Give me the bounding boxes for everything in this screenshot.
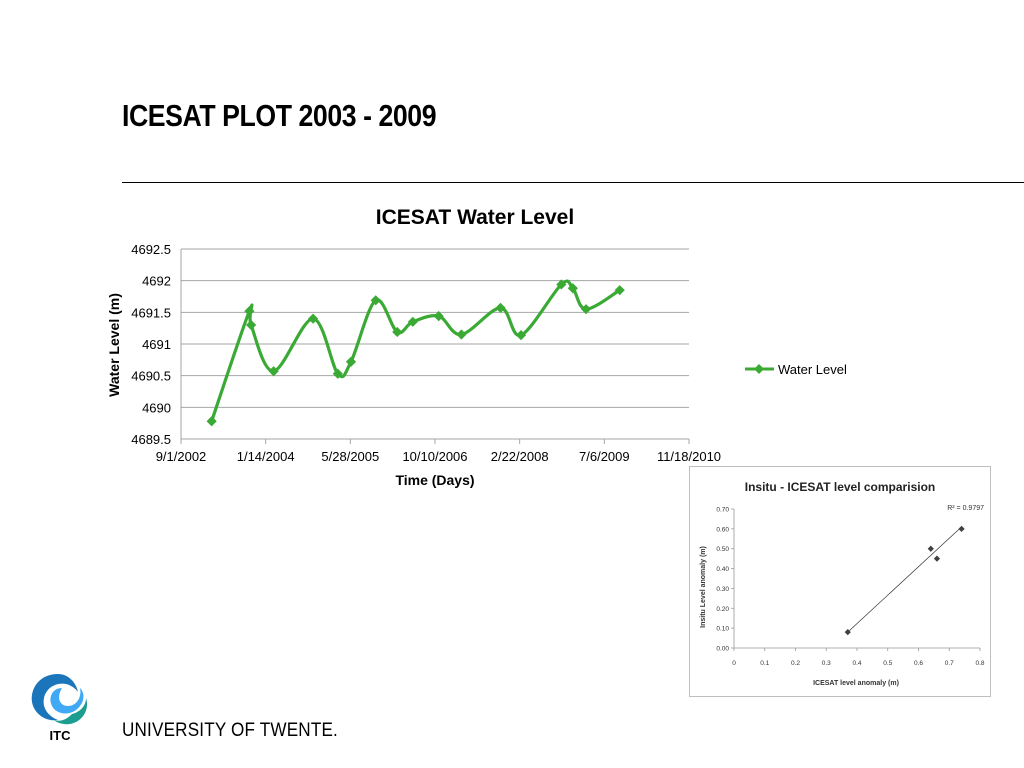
x-tick-label: 2/22/2008 xyxy=(491,449,549,464)
inset-y-tick-label: 0.10 xyxy=(716,626,729,633)
data-point xyxy=(246,319,257,331)
inset-x-tick-label: 0.2 xyxy=(791,660,800,667)
data-point xyxy=(332,368,343,379)
legend: Water Level xyxy=(745,362,847,377)
inset-y-tick-label: 0.20 xyxy=(716,606,729,613)
inset-axes xyxy=(733,509,980,649)
title-divider xyxy=(122,182,1024,183)
insitu-scatter-chart: Insitu - ICESAT level comparision R² = 0… xyxy=(700,480,985,687)
y-tick-label: 4690.5 xyxy=(131,369,171,384)
logo-swirl-teal xyxy=(54,698,88,725)
inset-x-tick-label: 0.7 xyxy=(945,660,954,667)
data-point xyxy=(392,326,403,338)
inset-data-point xyxy=(958,525,965,532)
data-point xyxy=(407,316,418,327)
y-tick-label: 4692 xyxy=(142,274,171,289)
data-point xyxy=(556,279,567,290)
inset-x-tick-labels: 0 0.1 0.2 0.3 0.4 0.5 0.6 0.7 0.8 xyxy=(732,648,985,667)
inset-y-axis-label: Insitu Level anomaly (m) xyxy=(700,546,707,628)
university-name: UNIVERSITY OF TWENTE. xyxy=(122,720,338,741)
inset-x-axis-label: ICESAT level anomaly (m) xyxy=(813,680,899,687)
inset-trendline xyxy=(847,526,962,633)
y-tick-label: 4690 xyxy=(142,400,171,415)
data-point xyxy=(345,356,357,367)
data-point xyxy=(244,305,255,317)
x-tick-label: 1/14/2004 xyxy=(237,449,295,464)
series-line xyxy=(210,279,621,422)
legend-marker xyxy=(754,364,764,374)
x-tick-labels: 9/1/2002 1/14/2004 5/28/2005 10/10/2006 2/22… xyxy=(156,439,721,464)
logo-swirl-outer xyxy=(31,674,78,721)
inset-chart-title: Insitu - ICESAT level comparision xyxy=(745,480,935,494)
data-point xyxy=(580,304,592,315)
y-tick-label: 4691.5 xyxy=(131,305,171,320)
inset-y-tick-label: 0.00 xyxy=(716,646,729,653)
legend-label: Water Level xyxy=(778,362,847,377)
y-axis-label: Water Level (m) xyxy=(106,293,122,397)
inset-y-tick-label: 0.60 xyxy=(716,526,729,533)
data-point xyxy=(515,330,527,341)
water-level-line-chart: ICESAT Water Level 4692.546924691.546914… xyxy=(106,206,847,488)
x-tick-label: 10/10/2006 xyxy=(402,449,467,464)
y-tick-labels: 4692.5 4692 4691.5 4691 4690.5 4690 4689.5 xyxy=(131,242,171,447)
x-tick-label: 7/6/2009 xyxy=(579,449,630,464)
inset-x-tick-label: 0.1 xyxy=(760,660,769,667)
inset-x-tick-label: 0.3 xyxy=(822,660,831,667)
slide-title: ICESAT PLOT 2003 - 2009 xyxy=(122,98,437,133)
insitu-comparison-panel: Insitu - ICESAT level comparision R² = 0… xyxy=(689,466,991,697)
y-tick-label: 4691 xyxy=(142,337,171,352)
r2-label: R² = 0.9797 xyxy=(947,505,984,512)
data-point xyxy=(268,366,279,377)
inset-y-tick-label: 0.40 xyxy=(716,566,729,573)
series-water-level xyxy=(206,279,625,427)
y-tick-label: 4692.5 xyxy=(131,242,171,257)
data-point xyxy=(206,416,217,427)
itc-logo: ITC xyxy=(31,674,88,742)
chart-title: ICESAT Water Level xyxy=(376,206,574,229)
x-axis-label: Time (Days) xyxy=(395,472,474,488)
inset-data-point xyxy=(927,545,934,552)
inset-data-points xyxy=(844,525,965,636)
logo-swirl-inner xyxy=(50,688,84,714)
inset-x-tick-label: 0.5 xyxy=(883,660,892,667)
logo-text: ITC xyxy=(50,728,72,742)
data-point xyxy=(614,285,625,296)
inset-y-tick-labels: 0.70 0.60 0.50 0.40 0.30 0.20 0.10 0.00 xyxy=(716,507,734,653)
inset-y-tick-label: 0.30 xyxy=(716,586,729,593)
inset-x-tick-label: 0 xyxy=(732,660,736,667)
inset-x-tick-label: 0.6 xyxy=(914,660,923,667)
inset-data-point xyxy=(844,629,851,636)
x-tick-label: 9/1/2002 xyxy=(156,449,207,464)
inset-y-tick-label: 0.50 xyxy=(716,546,729,553)
inset-x-tick-label: 0.8 xyxy=(975,660,984,667)
inset-y-tick-label: 0.70 xyxy=(716,507,729,514)
inset-x-tick-label: 0.4 xyxy=(852,660,861,667)
x-tick-label: 5/28/2005 xyxy=(321,449,379,464)
x-tick-label: 11/18/2010 xyxy=(657,449,721,464)
y-tick-label: 4689.5 xyxy=(131,432,171,447)
data-point xyxy=(456,329,467,340)
inset-data-point xyxy=(933,555,941,562)
